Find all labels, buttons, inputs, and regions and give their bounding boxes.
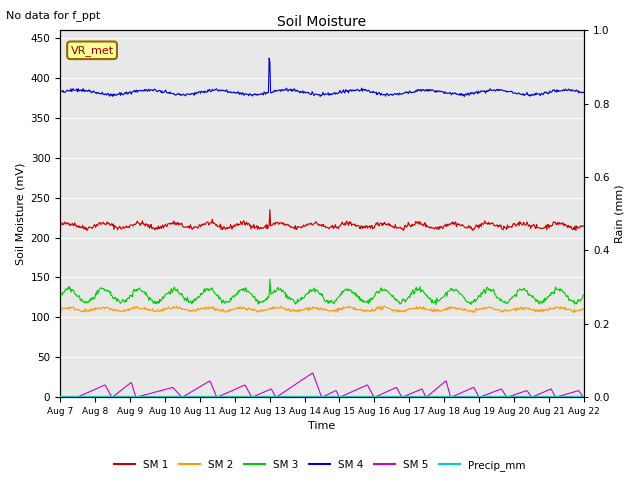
Title: Soil Moisture: Soil Moisture: [277, 15, 367, 29]
X-axis label: Time: Time: [308, 421, 335, 432]
Text: No data for f_ppt: No data for f_ppt: [6, 10, 100, 21]
Legend: SM 1, SM 2, SM 3, SM 4, SM 5, Precip_mm: SM 1, SM 2, SM 3, SM 4, SM 5, Precip_mm: [110, 456, 530, 475]
Y-axis label: Rain (mm): Rain (mm): [615, 184, 625, 243]
Y-axis label: Soil Moisture (mV): Soil Moisture (mV): [15, 162, 25, 265]
Text: VR_met: VR_met: [70, 45, 114, 56]
